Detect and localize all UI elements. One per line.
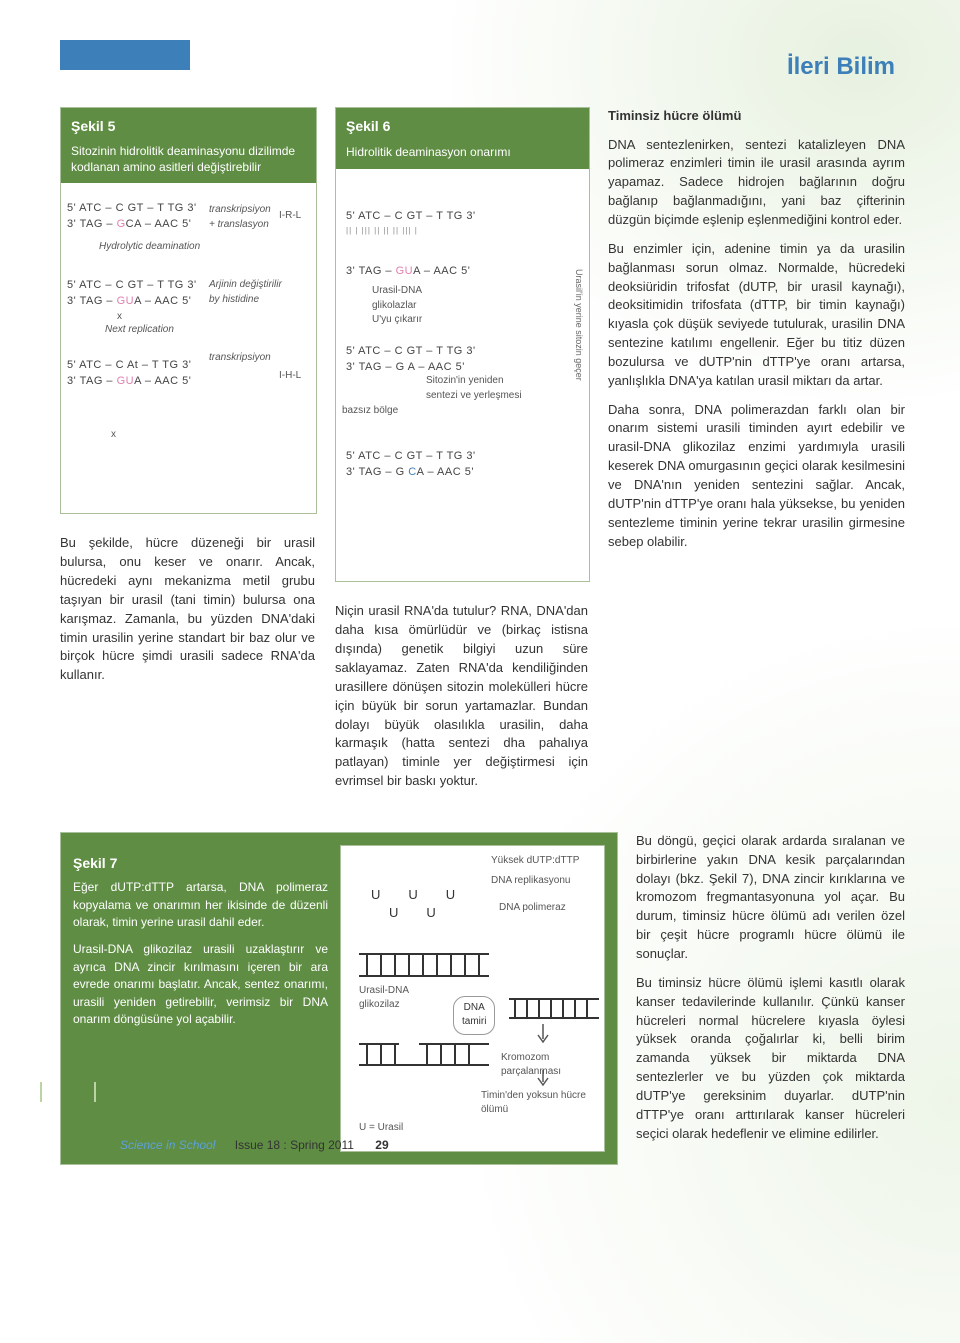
fig5-lab-deam: Hydrolytic deamination [99,240,200,255]
rc-p2: Bu enzimler için, adenine timin ya da ur… [608,240,905,391]
fig5-seq-bot3: 3' TAG – GUA – AAC 5' [67,374,191,390]
figure-7: Şekil 7 Eğer dUTP:dTTP artarsa, DNA poli… [60,832,618,1165]
fig6-seq-c5: 5' ATC – C GT – T TG 3' [346,344,476,360]
fig5-lab-irl: I-R-L [279,209,301,224]
rc2-p2: Bu timinsiz hücre ölümü işlemi kasıtlı o… [636,974,905,1144]
fig5-lab-arj: Arjinin değiştirilir by histidine [209,278,282,307]
fig5-lab-ihl: I-H-L [279,369,301,384]
fig6-seq-d5: 5' ATC – C GT – T TG 3' [346,449,476,465]
fig5-seq-top3: 3' TAG – GCA – AAC 5' [67,217,197,233]
fig7-ladder2 [359,1041,489,1069]
rc-h: Timinsiz hücre ölümü [608,108,741,123]
fig6-lab-glik: Urasil-DNA glikolazlar U'yu çıkarır [372,284,422,328]
fig6-caption: Hidrolitik deaminasyon onarımı [336,144,589,169]
fig7-p1: Eğer dUTP:dTTP artarsa, DNA polimeraz ko… [73,879,328,931]
side-marks [40,1082,885,1102]
figure-5: Şekil 5 Sitozinin hidrolitik deaminasyon… [60,107,317,698]
right-text-col-2: Bu döngü, geçici olarak ardarda sıralana… [636,832,905,1154]
fig7-lab-rep: DNA replikasyonu [491,874,570,889]
fig7-u3: U [446,886,455,905]
fig6-seq-d3: 3' TAG – G CA – AAC 5' [346,465,476,481]
footer-mag: Science in School [120,1138,215,1152]
fig7-ladder-right [509,996,599,1022]
fig7-u4: U [389,904,398,923]
left-below-para: Bu şekilde, hücre düzeneği bir urasil bu… [60,534,315,685]
right-text-col: Timinsiz hücre ölümü DNA sentezlenirken,… [608,107,905,562]
footer: Science in School Issue 18 : Spring 2011… [120,1137,960,1154]
fig7-p2: Urasil-DNA glikozilaz urasili uzaklaştır… [73,941,328,1028]
fig6-seq-b3: 3' TAG – GUA – AAC 5' [346,264,470,280]
fig6-seq-a5: 5' ATC – C GT – T TG 3' [346,209,476,225]
fig7-lab-krom: Kromozom parçalanması [501,1051,604,1080]
fig7-ladder1 [359,951,489,981]
fig7-arrow1 [536,1024,550,1046]
fig5-seq-mid3: 3' TAG – GUA – AAC 5' [67,294,197,310]
mid-below-para: Niçin urasil RNA'da tutulur? RNA, DNA'da… [335,602,588,790]
footer-page: 29 [375,1138,388,1152]
fig5-lab-transcr: transkripsiyon + translasyon [209,203,271,232]
fig6-lab-bazsiz: bazsız bölge [342,404,398,419]
fig7-u1: U [371,886,380,905]
fig5-lab-next: Next replication [105,323,174,338]
fig6-ticks1: || | ||| || || || ||| | [346,225,476,237]
rc-p1: DNA sentezlenirken, sentezi katalizleyen… [608,136,905,230]
rc-p3: Daha sonra, DNA polimerazdan farklı olan… [608,401,905,552]
fig5-seq-bot5: 5' ATC – C At – T TG 3' [67,358,191,374]
fig6-title: Şekil 6 [336,108,589,144]
fig7-lab-pol: DNA polimeraz [499,901,566,916]
fig5-caption: Sitozinin hidrolitik deaminasyonu dizili… [61,144,316,183]
fig7-title: Şekil 7 [73,845,328,879]
fig7-diagram: Yüksek dUTP:dTTP DNA replikasyonu DNA po… [340,845,605,1152]
fig5-x2: x [111,428,116,443]
fig7-lab-high: Yüksek dUTP:dTTP [491,854,579,869]
fig5-lab-transcr2: transkripsiyon [209,351,271,366]
fig6-lab-sito: Sitozin'in yeniden sentezi ve yerleşmesi [426,374,522,403]
fig7-lab-glik: Urasil-DNA glikozilaz [359,984,409,1013]
fig5-seq-top5: 5' ATC – C GT – T TG 3' [67,201,197,217]
fig7-u5: U [426,904,435,923]
fig6-vlabel: Urasil'in yerine sitozin geçer [572,269,585,381]
section-title: İleri Bilim [60,50,895,85]
fig7-lab-u: U = Urasil [359,1121,403,1136]
fig5-title: Şekil 5 [61,108,316,144]
fig7-u2: U [408,886,417,905]
fig7-lab-tamir: DNA tamiri [453,996,495,1035]
rc2-p1: Bu döngü, geçici olarak ardarda sıralana… [636,832,905,964]
footer-issue: Issue 18 : Spring 2011 [235,1138,354,1152]
figure-6: Şekil 6 Hidrolitik deaminasyon onarımı 5… [335,107,590,804]
fig5-seq-mid5: 5' ATC – C GT – T TG 3' [67,278,197,294]
